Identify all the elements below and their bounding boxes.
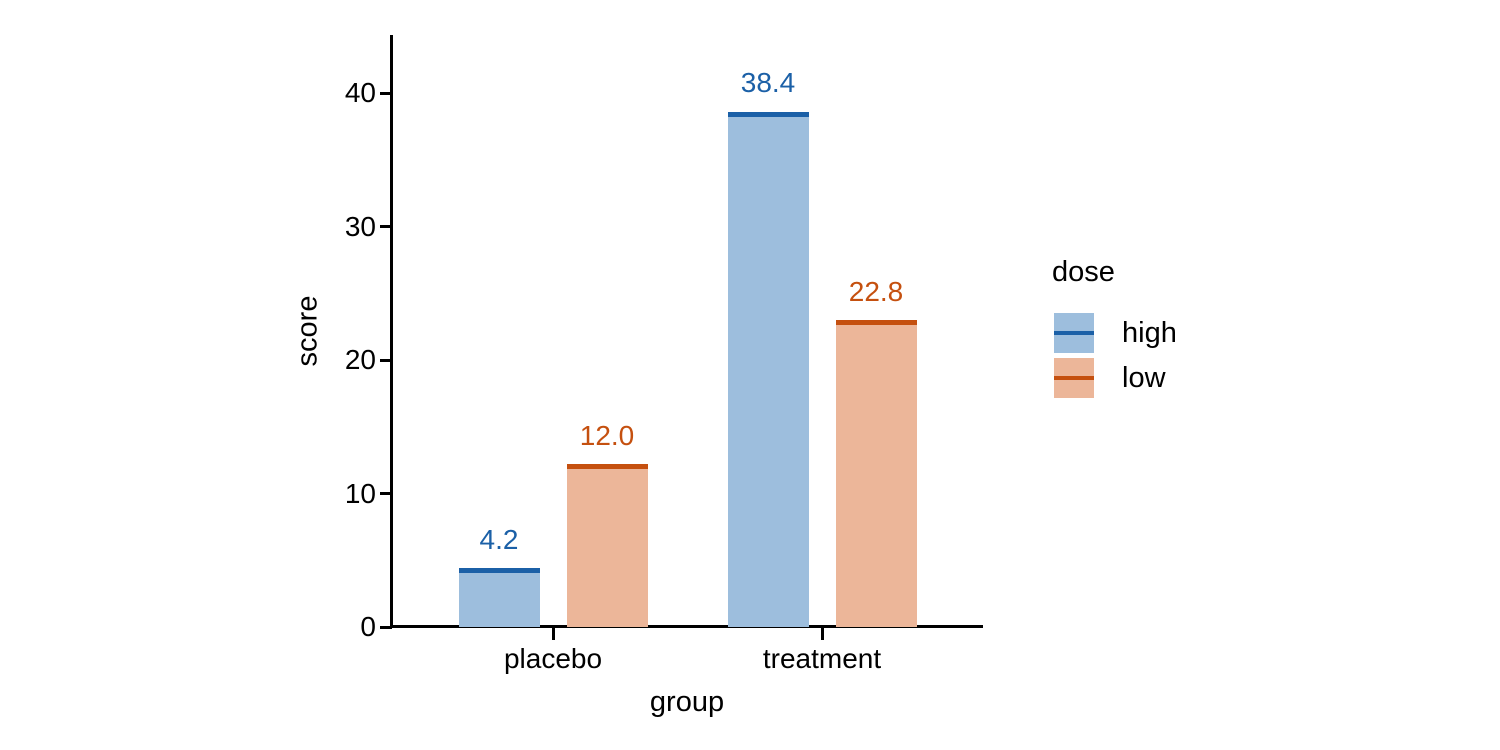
- bar-edge-placebo-low: [566, 464, 648, 470]
- bar-placebo-high: [458, 570, 540, 627]
- y-tick-label: 20: [344, 344, 376, 375]
- x-axis-title: group: [649, 686, 725, 718]
- bar-edge-treatment-high: [727, 111, 809, 117]
- legend-label-high: high: [1122, 317, 1177, 349]
- legend-swatch-low: [1054, 358, 1094, 398]
- x-axis-line: [390, 625, 983, 628]
- x-tick-label: placebo: [503, 643, 603, 674]
- legend-title: dose: [1052, 256, 1115, 288]
- value-label-placebo-high: 4.2: [479, 523, 519, 555]
- y-tick-mark: [380, 358, 392, 362]
- legend-swatch-line-low: [1054, 376, 1094, 380]
- y-tick-label: 40: [344, 77, 376, 108]
- value-label-treatment-low: 22.8: [848, 275, 904, 307]
- bar-edge-treatment-low: [835, 320, 917, 326]
- x-tick-mark: [820, 628, 824, 640]
- x-tick-mark: [551, 628, 555, 640]
- bar-placebo-low: [566, 466, 648, 627]
- y-tick-label: 30: [344, 210, 376, 242]
- y-tick-label: 0: [360, 611, 376, 642]
- y-axis-line: [390, 35, 393, 628]
- bar-edge-placebo-high: [458, 568, 540, 574]
- x-tick-label: treatment: [762, 643, 882, 674]
- legend-label-low: low: [1122, 362, 1166, 394]
- y-tick-mark: [380, 492, 392, 495]
- value-label-treatment-high: 38.4: [740, 67, 796, 99]
- bar-treatment-low: [835, 322, 917, 627]
- y-tick-mark: [380, 225, 392, 228]
- y-tick-mark: [380, 91, 392, 95]
- y-tick-mark: [380, 625, 392, 629]
- y-tick-label: 10: [344, 477, 376, 509]
- legend-swatch-high: [1054, 313, 1094, 353]
- legend-swatch-line-high: [1054, 331, 1094, 335]
- value-label-placebo-low: 12.0: [579, 419, 635, 451]
- bar-treatment-high: [727, 114, 809, 627]
